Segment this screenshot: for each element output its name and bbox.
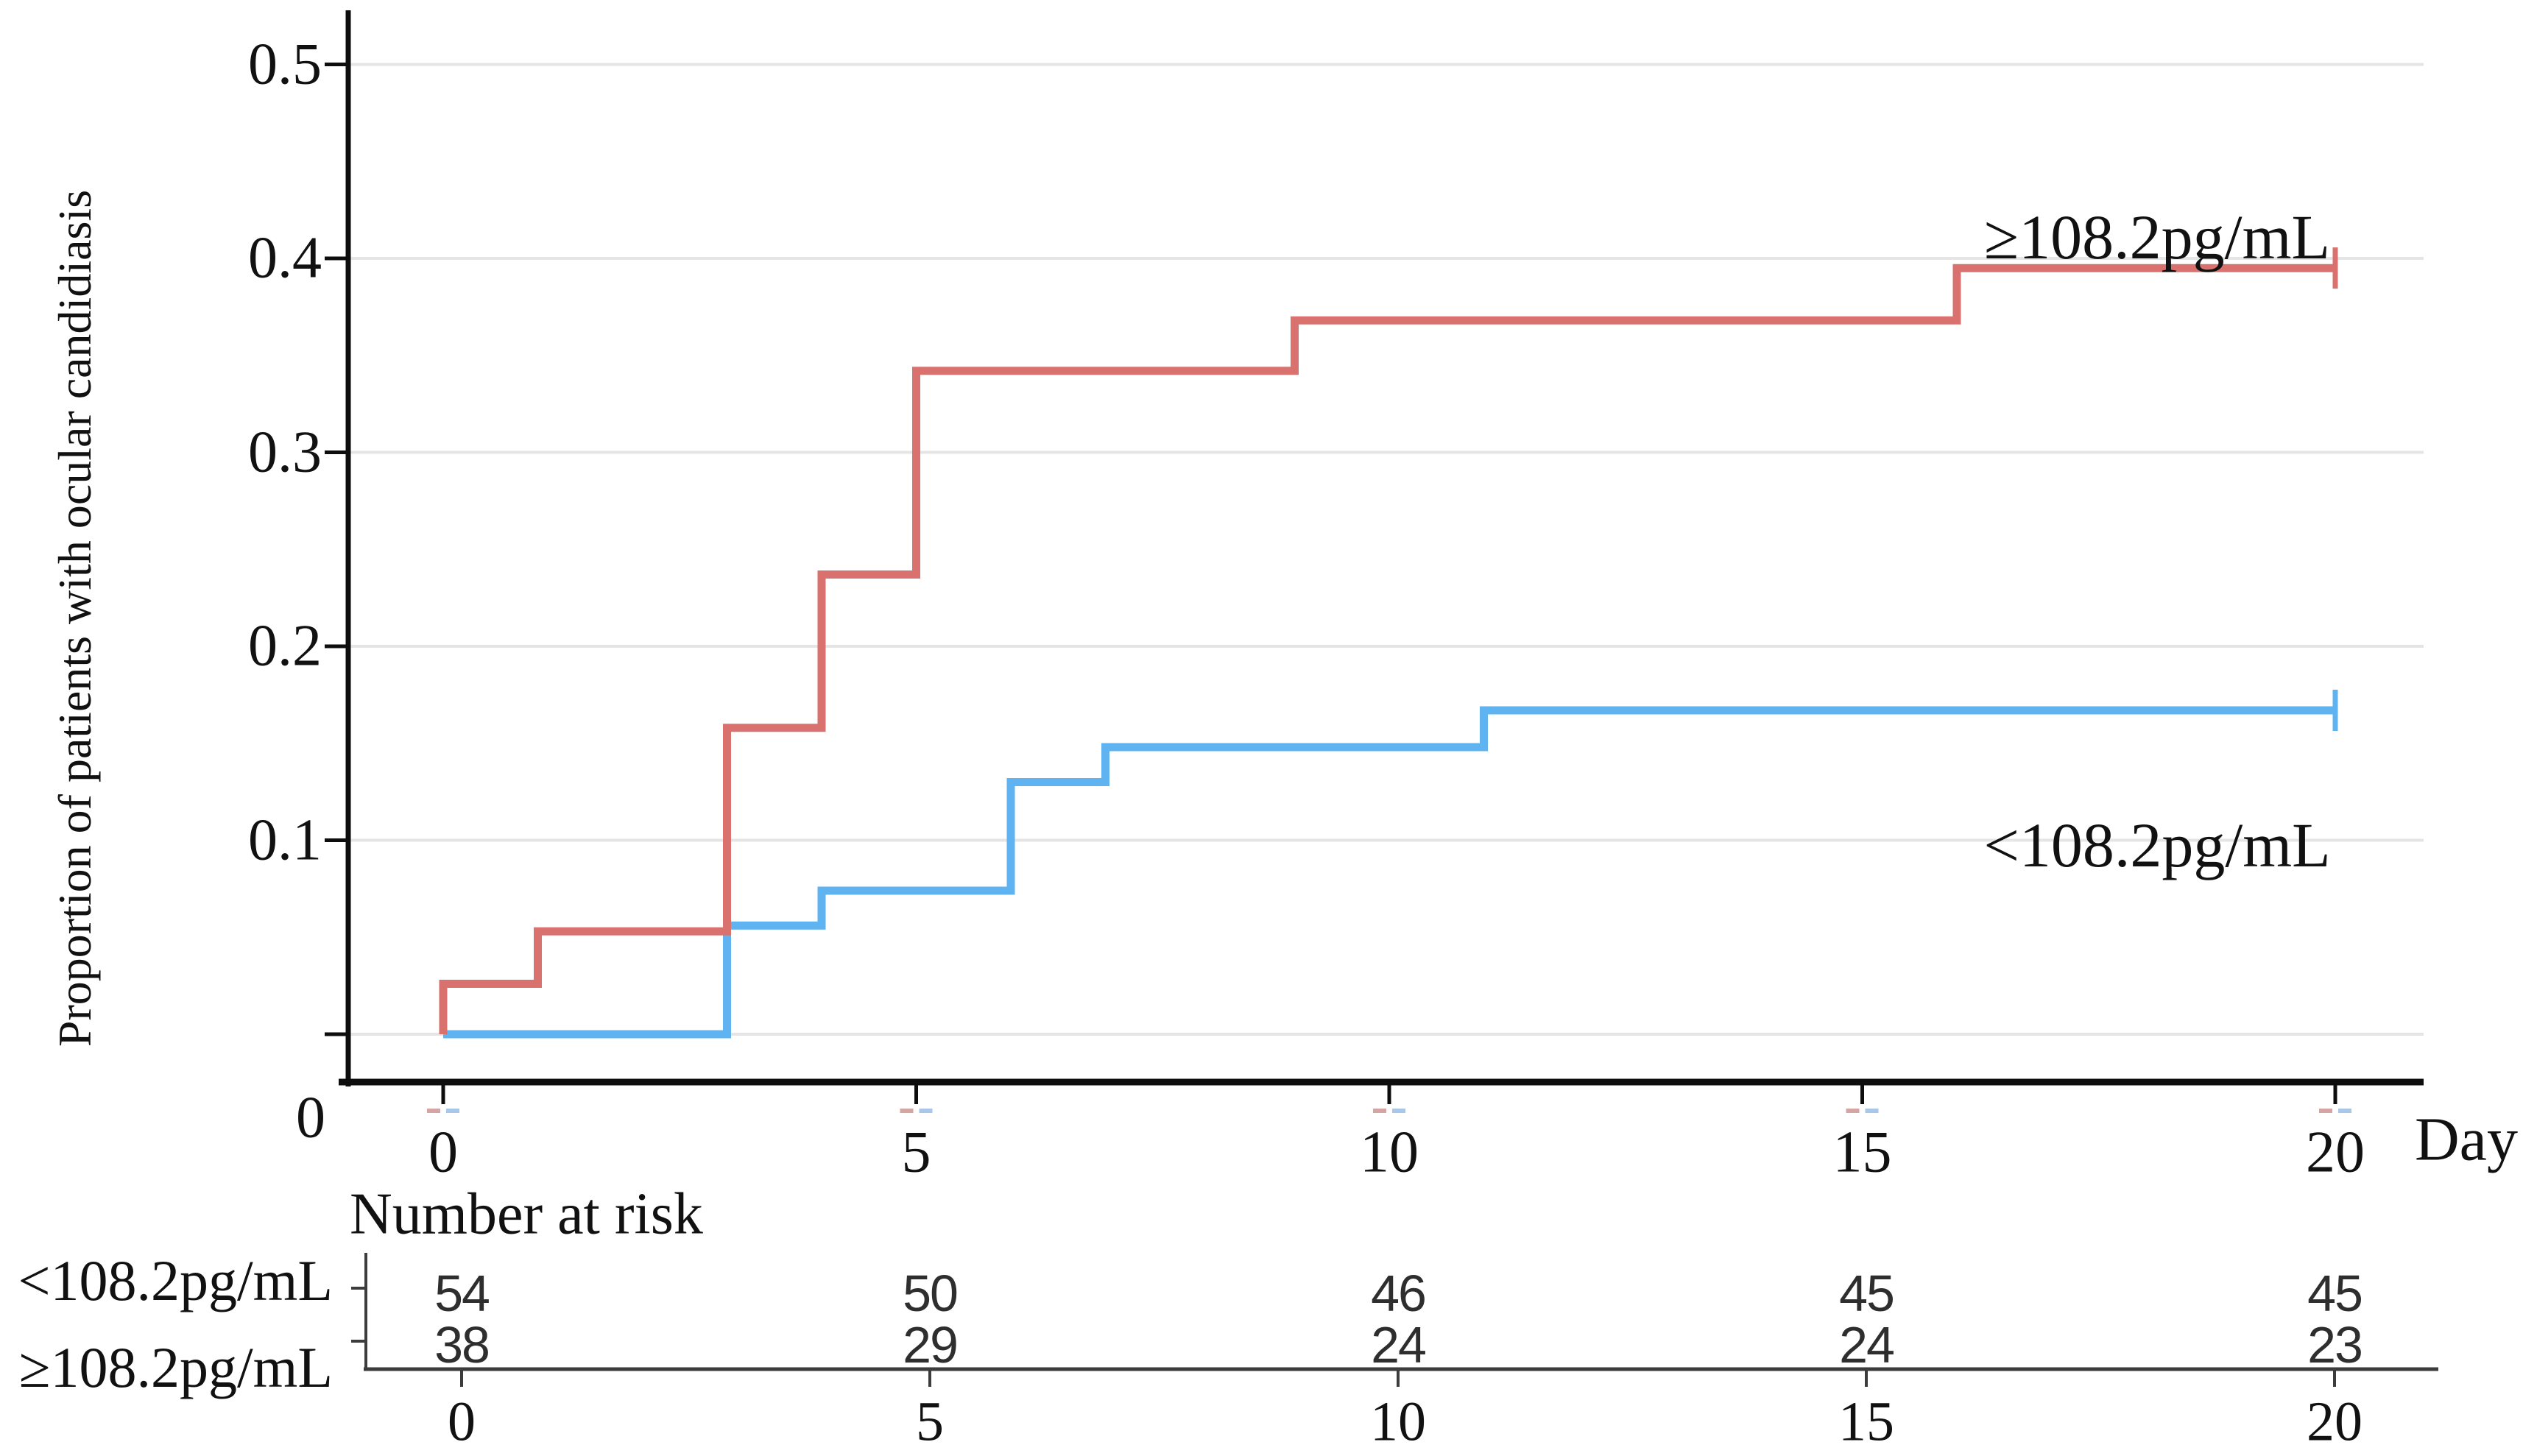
- x-axis-title: Day: [2415, 1105, 2518, 1174]
- y-tick-label: 0.4: [248, 225, 322, 291]
- risk-value-low: 50: [903, 1265, 959, 1322]
- x-tick-label: 0: [428, 1120, 458, 1185]
- x-tick-label: 20: [2306, 1120, 2365, 1185]
- y-tick-label: 0.3: [248, 420, 322, 484]
- risk-value-high: 24: [1371, 1316, 1427, 1374]
- risk-table-heading: Number at risk: [350, 1181, 703, 1247]
- risk-value-high: 24: [1839, 1316, 1895, 1374]
- risk-row-label-low: <108.2pg/mL: [18, 1248, 333, 1312]
- x-tick-label: 10: [1360, 1120, 1419, 1185]
- risk-axis-label: 0: [448, 1390, 476, 1453]
- risk-axis-label: 10: [1370, 1390, 1426, 1453]
- risk-value-low: 46: [1371, 1265, 1427, 1322]
- y-tick-label: 0.2: [248, 613, 322, 679]
- y-axis-origin-label: 0: [296, 1085, 325, 1151]
- risk-value-low: 54: [434, 1265, 490, 1322]
- risk-value-low: 45: [2307, 1265, 2363, 1322]
- curve-high: [439, 264, 2335, 1034]
- risk-axis-label: 15: [1838, 1390, 1894, 1453]
- risk-value-high: 29: [903, 1316, 959, 1374]
- y-tick-label: 0.5: [248, 32, 322, 96]
- risk-value-high: 38: [434, 1316, 490, 1374]
- y-axis-title: Proportion of patients with ocular candi…: [49, 189, 101, 1047]
- risk-axis-label: 20: [2307, 1390, 2363, 1453]
- x-tick-label: 5: [901, 1120, 931, 1185]
- risk-axis-label: 5: [916, 1390, 944, 1453]
- risk-value-high: 23: [2307, 1316, 2363, 1374]
- x-tick-label: 15: [1832, 1120, 1892, 1185]
- legend-low-group-label: <108.2pg/mL: [1983, 810, 2331, 880]
- risk-value-low: 45: [1839, 1265, 1895, 1322]
- risk-row-label-high: ≥108.2pg/mL: [18, 1335, 333, 1399]
- curve-low: [443, 706, 2335, 1039]
- y-tick-label: 0.1: [248, 807, 322, 872]
- legend-high-group-label: ≥108.2pg/mL: [1983, 202, 2331, 272]
